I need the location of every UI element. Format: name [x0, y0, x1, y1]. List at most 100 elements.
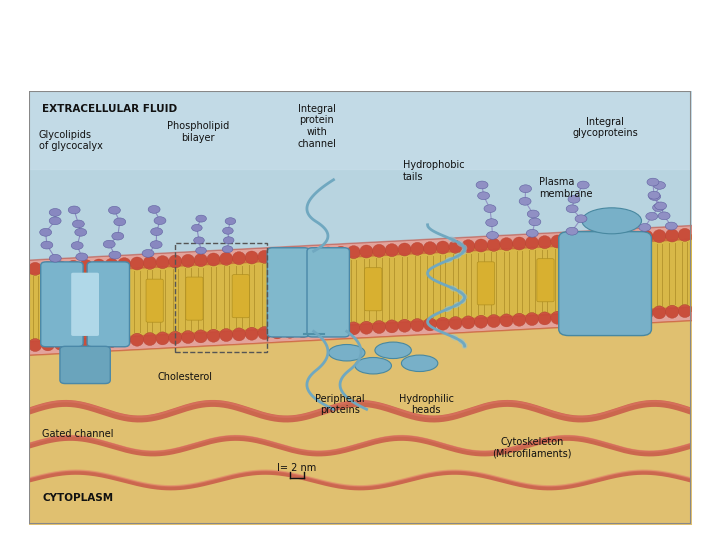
- Ellipse shape: [168, 331, 182, 344]
- Ellipse shape: [589, 309, 603, 322]
- Text: I= 2 nm: I= 2 nm: [277, 463, 317, 473]
- Ellipse shape: [640, 307, 653, 320]
- Circle shape: [40, 228, 52, 236]
- Ellipse shape: [207, 253, 220, 266]
- Ellipse shape: [627, 231, 641, 244]
- Ellipse shape: [156, 255, 169, 268]
- Ellipse shape: [258, 327, 271, 340]
- Ellipse shape: [130, 257, 144, 270]
- Ellipse shape: [245, 327, 258, 340]
- Ellipse shape: [181, 330, 194, 343]
- Circle shape: [223, 237, 234, 244]
- Ellipse shape: [54, 261, 67, 274]
- Ellipse shape: [309, 248, 322, 261]
- Ellipse shape: [207, 329, 220, 342]
- Text: Integral
glycoproteins: Integral glycoproteins: [572, 117, 638, 138]
- Ellipse shape: [589, 233, 603, 246]
- FancyBboxPatch shape: [559, 232, 652, 335]
- Ellipse shape: [602, 232, 615, 245]
- Circle shape: [487, 232, 498, 239]
- Ellipse shape: [130, 333, 144, 346]
- Ellipse shape: [653, 230, 666, 242]
- Ellipse shape: [640, 231, 653, 244]
- Ellipse shape: [653, 306, 666, 319]
- Ellipse shape: [105, 335, 118, 348]
- Text: Cholesterol: Cholesterol: [158, 372, 213, 382]
- Ellipse shape: [375, 342, 411, 359]
- Ellipse shape: [117, 258, 131, 271]
- Circle shape: [654, 181, 665, 190]
- Ellipse shape: [576, 234, 590, 247]
- Circle shape: [196, 215, 207, 222]
- Ellipse shape: [156, 332, 169, 345]
- Circle shape: [112, 232, 124, 240]
- Ellipse shape: [233, 252, 246, 265]
- Ellipse shape: [500, 238, 513, 251]
- Text: Glycolipids
of glycocalyx: Glycolipids of glycocalyx: [39, 130, 103, 151]
- Circle shape: [519, 198, 531, 205]
- Ellipse shape: [271, 326, 284, 339]
- Ellipse shape: [385, 320, 398, 333]
- Ellipse shape: [564, 234, 577, 247]
- Ellipse shape: [347, 246, 360, 259]
- Circle shape: [196, 247, 207, 254]
- Text: Gated channel: Gated channel: [42, 429, 114, 438]
- Ellipse shape: [92, 259, 106, 272]
- Ellipse shape: [398, 319, 411, 332]
- Ellipse shape: [665, 229, 679, 242]
- Ellipse shape: [296, 325, 310, 338]
- Ellipse shape: [614, 308, 628, 321]
- FancyBboxPatch shape: [477, 262, 495, 305]
- Ellipse shape: [117, 334, 131, 347]
- Circle shape: [49, 208, 61, 217]
- Ellipse shape: [423, 242, 437, 255]
- Text: Plasma Membrane: Plasma Membrane: [128, 16, 592, 64]
- Circle shape: [526, 230, 538, 237]
- Ellipse shape: [582, 208, 642, 234]
- Ellipse shape: [233, 328, 246, 341]
- Ellipse shape: [474, 315, 487, 328]
- Ellipse shape: [602, 308, 615, 321]
- Ellipse shape: [92, 335, 106, 348]
- Ellipse shape: [526, 237, 539, 249]
- Circle shape: [109, 206, 120, 214]
- Ellipse shape: [258, 251, 271, 264]
- Circle shape: [41, 241, 53, 249]
- Circle shape: [75, 228, 86, 236]
- FancyBboxPatch shape: [186, 277, 203, 320]
- Ellipse shape: [665, 305, 679, 318]
- Circle shape: [639, 224, 651, 231]
- Circle shape: [575, 215, 587, 222]
- Ellipse shape: [143, 256, 156, 269]
- Ellipse shape: [436, 317, 449, 330]
- Circle shape: [71, 242, 83, 249]
- FancyBboxPatch shape: [537, 259, 554, 302]
- Ellipse shape: [105, 258, 118, 271]
- Ellipse shape: [283, 325, 297, 338]
- Circle shape: [658, 212, 670, 220]
- Circle shape: [68, 206, 80, 214]
- Ellipse shape: [220, 328, 233, 341]
- Circle shape: [566, 227, 578, 235]
- Ellipse shape: [538, 235, 552, 248]
- Ellipse shape: [500, 314, 513, 327]
- Circle shape: [192, 225, 202, 231]
- Ellipse shape: [436, 241, 449, 254]
- Circle shape: [520, 185, 531, 193]
- Circle shape: [154, 217, 166, 225]
- Ellipse shape: [347, 322, 360, 335]
- FancyBboxPatch shape: [307, 248, 349, 337]
- Circle shape: [73, 220, 84, 228]
- Ellipse shape: [449, 240, 462, 253]
- Circle shape: [49, 217, 61, 225]
- Ellipse shape: [462, 316, 475, 329]
- Circle shape: [142, 249, 154, 257]
- Ellipse shape: [372, 321, 386, 334]
- Circle shape: [484, 205, 496, 213]
- Circle shape: [647, 178, 659, 186]
- Text: Hydrophobic
tails: Hydrophobic tails: [403, 160, 464, 181]
- FancyBboxPatch shape: [364, 268, 382, 311]
- Circle shape: [109, 251, 121, 259]
- FancyBboxPatch shape: [60, 346, 110, 383]
- Ellipse shape: [449, 316, 462, 329]
